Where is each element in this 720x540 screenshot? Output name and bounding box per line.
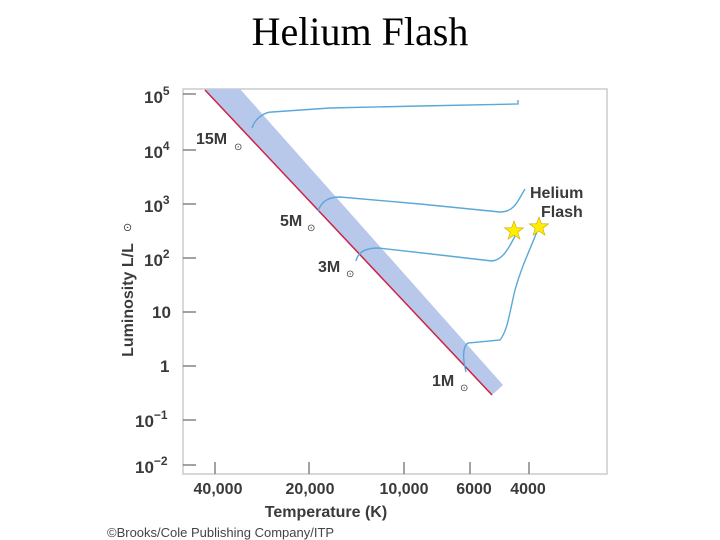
track-3m <box>355 235 516 262</box>
mass-label-5m: 5M <box>280 213 302 230</box>
x-tick-label: 40,000 <box>194 481 243 498</box>
plot-frame <box>182 88 608 475</box>
track-15m <box>251 100 519 129</box>
x-tick-label: 20,000 <box>286 481 335 498</box>
sun-symbol: ⊙ <box>234 142 242 153</box>
mass-label-3m: 3M <box>318 259 340 276</box>
y-axis-label: Luminosity L/L <box>120 243 137 357</box>
sun-symbol: ⊙ <box>307 223 315 234</box>
main-sequence-line <box>204 89 493 396</box>
track-5m <box>317 188 526 213</box>
y-tick-marks <box>183 93 196 466</box>
slide-title: Helium Flash <box>251 9 469 54</box>
y-tick-label: 105 <box>144 84 170 107</box>
annotation-helium: Helium <box>530 185 583 202</box>
track-1m <box>462 228 539 373</box>
x-tick-marks <box>214 462 530 474</box>
y-tick-label: 102 <box>144 247 170 270</box>
mass-label-15m: 15M <box>196 131 227 148</box>
sun-symbol: ⊙ <box>460 383 468 394</box>
publisher-credit: ©Brooks/Cole Publishing Company/ITP <box>107 525 335 540</box>
y-tick-label: 104 <box>144 139 170 162</box>
x-tick-label: 6000 <box>456 481 492 498</box>
helium-flash-star-1m <box>528 216 550 236</box>
y-tick-label: 103 <box>144 193 170 216</box>
x-axis-label: Temperature (K) <box>265 504 387 521</box>
x-tick-label: 4000 <box>510 481 546 498</box>
helium-flash-star-3m <box>503 220 525 240</box>
y-tick-label: 10 <box>152 303 171 322</box>
mass-label-1m: 1M <box>432 373 454 390</box>
y-tick-label: 1 <box>160 357 169 376</box>
y-axis-sun-symbol: ⊙ <box>122 223 134 232</box>
sun-symbol: ⊙ <box>346 269 354 280</box>
y-tick-label: 10−2 <box>135 454 168 477</box>
y-tick-label: 10−1 <box>135 408 168 431</box>
annotation-flash: Flash <box>541 204 583 221</box>
x-tick-label: 10,000 <box>380 481 429 498</box>
main-sequence-band <box>205 89 503 395</box>
